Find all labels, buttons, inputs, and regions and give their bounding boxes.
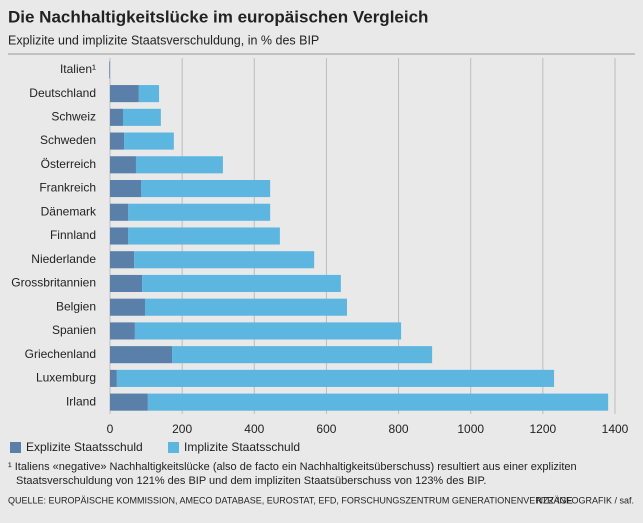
y-tick-label: Irland (66, 394, 96, 408)
bar (110, 393, 148, 411)
bar (110, 132, 125, 150)
y-tick-label: Schweden (40, 133, 96, 147)
bar (110, 251, 135, 269)
y-tick-label: Frankreich (39, 181, 96, 195)
y-tick-label: Italien¹ (60, 62, 96, 76)
bar (116, 369, 555, 387)
x-tick-label: 400 (244, 422, 264, 436)
y-tick-label: Belgien (56, 299, 96, 313)
bar (110, 346, 173, 364)
y-tick-label: Deutschland (29, 86, 96, 100)
y-tick-label: Griechenland (25, 347, 96, 361)
y-tick-label: Finnland (50, 228, 96, 242)
credit: NZZ-INFOGRAFIK / saf. (536, 495, 634, 505)
bar (109, 61, 110, 79)
y-tick-label: Schweiz (51, 110, 96, 124)
x-tick-label: 1400 (602, 422, 629, 436)
chart-subtitle: Explizite und implizite Staatsverschuldu… (8, 33, 319, 47)
x-tick-label: 1000 (457, 422, 484, 436)
bar (110, 369, 117, 387)
legend-swatch (168, 442, 179, 453)
x-tick-label: 600 (316, 422, 336, 436)
bar (141, 179, 271, 198)
bar (128, 227, 280, 245)
y-tick-label: Luxemburg (36, 371, 96, 385)
bar (110, 298, 145, 316)
bar (138, 85, 160, 103)
bar (110, 274, 143, 293)
bar (122, 108, 161, 126)
legend-label: Explizite Staatsschuld (26, 440, 143, 454)
bar (124, 132, 174, 150)
y-tick-label: Grossbritannien (11, 276, 96, 290)
bar (110, 85, 139, 103)
bar (128, 203, 271, 221)
x-tick-label: 1200 (530, 422, 557, 436)
legend-swatch (10, 442, 21, 453)
x-tick-label: 200 (172, 422, 192, 436)
y-tick-label: Spanien (52, 323, 96, 337)
footnote: Staatsverschuldung von 121% des BIP und … (16, 475, 486, 487)
footnote: ¹ Italiens «negative» Nachhaltigkeitslüc… (8, 461, 577, 473)
bar (172, 346, 433, 364)
bar (135, 156, 223, 174)
x-tick-label: 800 (389, 422, 409, 436)
bar (110, 322, 135, 340)
bar (110, 179, 142, 198)
chart-title: Die Nachhaltigkeitslücke im europäischen… (8, 7, 428, 26)
y-tick-label: Niederlande (31, 252, 96, 266)
legend-label: Implizite Staatsschuld (184, 440, 300, 454)
bar (110, 156, 136, 174)
bar (134, 251, 315, 269)
source: QUELLE: EUROPÄISCHE KOMMISSION, AMECO DA… (8, 495, 573, 505)
bar (110, 108, 123, 126)
x-tick-label: 0 (107, 422, 114, 436)
bar (110, 227, 129, 245)
bar (110, 203, 129, 221)
y-tick-label: Dänemark (41, 204, 97, 218)
bar (134, 322, 402, 340)
y-tick-label: Österreich (41, 157, 96, 171)
bar (147, 393, 609, 411)
bar (142, 274, 341, 293)
bar (144, 298, 347, 316)
